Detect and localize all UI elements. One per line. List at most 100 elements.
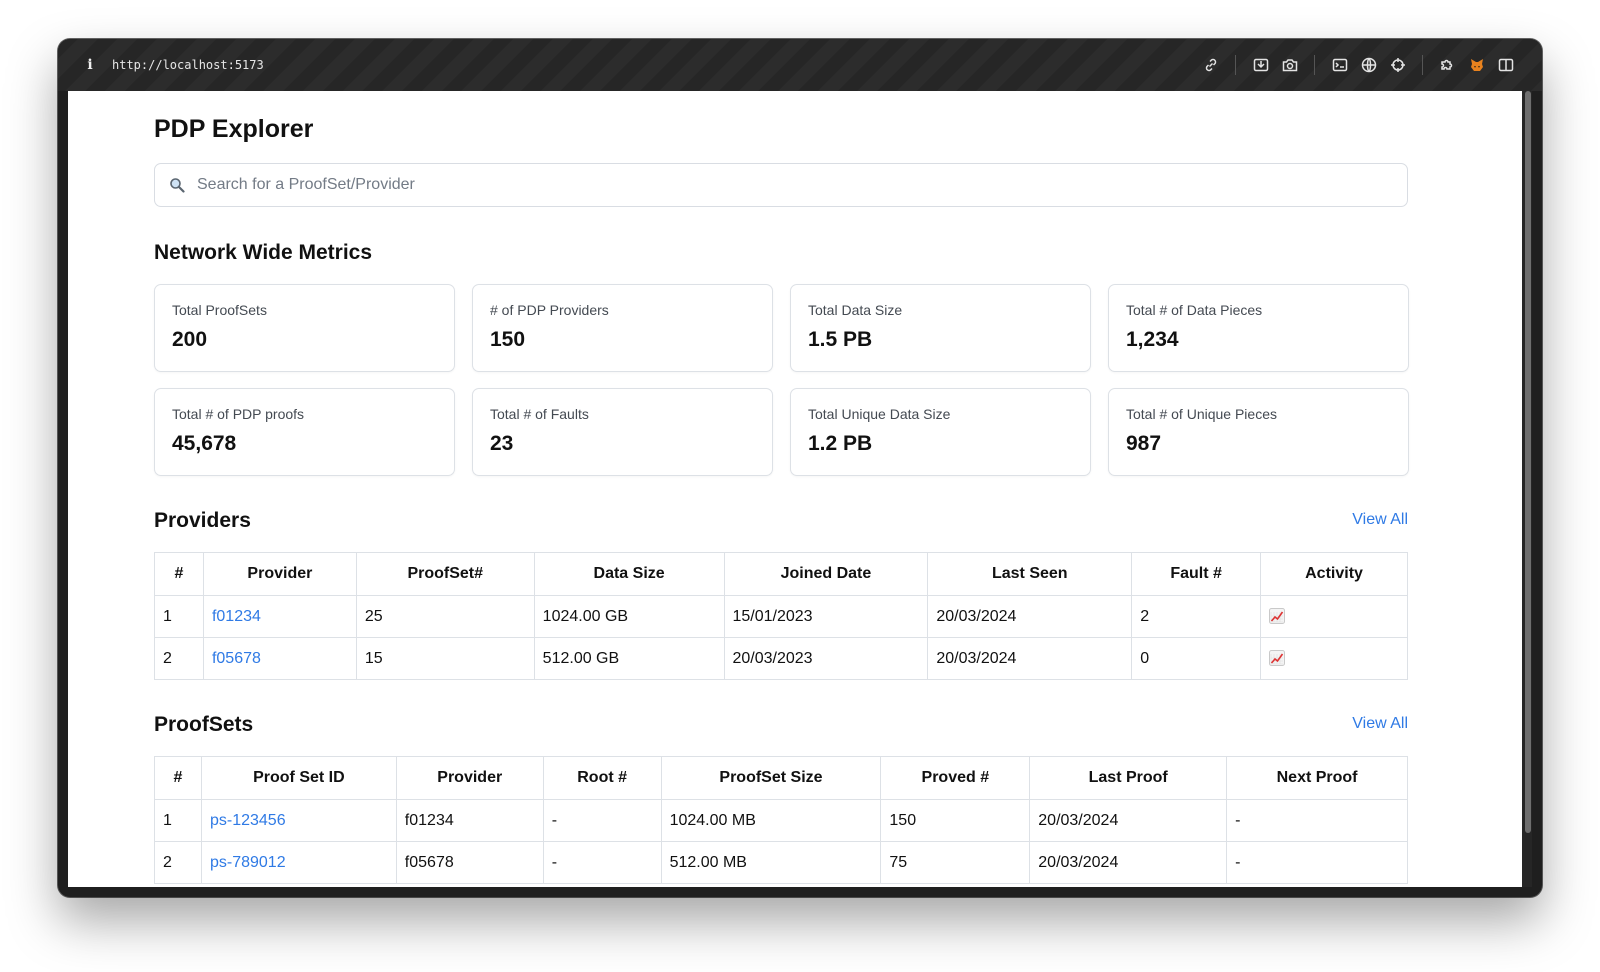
metric-card-pdp-proofs: Total # of PDP proofs 45,678 bbox=[154, 388, 455, 476]
next-proof: - bbox=[1226, 841, 1408, 884]
column-header: Data Size bbox=[533, 552, 725, 596]
providers-section-title: Providers bbox=[154, 509, 251, 532]
row-index: 1 bbox=[154, 799, 202, 842]
camera-icon[interactable] bbox=[1275, 39, 1304, 91]
column-header: ProofSet# bbox=[355, 552, 535, 596]
column-header: ProofSet Size bbox=[660, 756, 882, 800]
address-bar[interactable]: http://localhost:5173 bbox=[112, 58, 264, 72]
joined-date: 15/01/2023 bbox=[723, 595, 929, 638]
metric-card-unique-pieces: Total # of Unique Pieces 987 bbox=[1108, 388, 1409, 476]
metric-value: 987 bbox=[1126, 432, 1162, 455]
chart-increasing-icon[interactable] bbox=[1269, 650, 1286, 667]
data-size: 512.00 GB bbox=[533, 637, 725, 680]
column-header: # bbox=[154, 756, 202, 800]
fault-count: 2 bbox=[1131, 595, 1262, 638]
data-size: 1024.00 GB bbox=[533, 595, 725, 638]
search-box[interactable] bbox=[154, 163, 1408, 207]
chart-increasing-icon[interactable] bbox=[1269, 608, 1286, 625]
metric-value: 45,678 bbox=[172, 432, 237, 455]
column-header: Proved # bbox=[880, 756, 1031, 800]
crosshair-icon[interactable] bbox=[1383, 39, 1412, 91]
browser-window: i http://localhost:5173 bbox=[58, 39, 1542, 897]
scrollbar-thumb[interactable] bbox=[1525, 91, 1531, 833]
metric-label: Total # of Faults bbox=[490, 406, 589, 422]
column-header: # bbox=[154, 552, 204, 596]
metric-card-total-data-size: Total Data Size 1.5 PB bbox=[790, 284, 1091, 372]
joined-date: 20/03/2023 bbox=[723, 637, 929, 680]
column-header: Activity bbox=[1260, 552, 1408, 596]
metric-value: 1,234 bbox=[1126, 328, 1179, 351]
proofset-id-cell: ps-789012 bbox=[200, 841, 397, 884]
sidebar-toggle-icon[interactable] bbox=[1491, 39, 1520, 91]
last-proof: 20/03/2024 bbox=[1029, 799, 1228, 842]
proofset-id-cell: ps-123456 bbox=[200, 799, 397, 842]
column-header: Last Proof bbox=[1029, 756, 1228, 800]
terminal-icon[interactable] bbox=[1325, 39, 1354, 91]
table-header-row: # Proof Set ID Provider Root # ProofSet … bbox=[154, 756, 1408, 800]
metrics-grid: Total ProofSets 200 # of PDP Providers 1… bbox=[154, 284, 1409, 476]
fault-count: 0 bbox=[1131, 637, 1262, 680]
metric-value: 1.2 PB bbox=[808, 432, 873, 455]
info-icon[interactable]: i bbox=[87, 57, 93, 73]
metric-label: Total # of Unique Pieces bbox=[1126, 406, 1277, 422]
proved-count: 150 bbox=[880, 799, 1031, 842]
providers-table: # Provider ProofSet# Data Size Joined Da… bbox=[154, 552, 1408, 680]
proofset-size: 1024.00 MB bbox=[660, 799, 882, 842]
metric-label: Total Unique Data Size bbox=[808, 406, 951, 422]
provider-cell: f01234 bbox=[202, 595, 357, 638]
row-index: 2 bbox=[154, 637, 204, 680]
proofset-size: 512.00 MB bbox=[660, 841, 882, 884]
column-header: Fault # bbox=[1131, 552, 1262, 596]
provider-cell: f05678 bbox=[202, 637, 357, 680]
providers-view-all-link[interactable]: View All bbox=[1352, 511, 1408, 528]
column-header: Next Proof bbox=[1226, 756, 1408, 800]
page-viewport: PDP Explorer Network Wide Metrics Total … bbox=[68, 91, 1522, 887]
proofset-id-link[interactable]: ps-789012 bbox=[209, 853, 286, 871]
next-proof: - bbox=[1226, 799, 1408, 842]
row-index: 1 bbox=[154, 595, 204, 638]
toolbar-icons bbox=[1196, 39, 1520, 91]
column-header: Proof Set ID bbox=[200, 756, 397, 800]
browser-toolbar: i http://localhost:5173 bbox=[58, 39, 1542, 91]
proofset-id-link[interactable]: ps-123456 bbox=[209, 811, 286, 829]
table-row: 2 f05678 15 512.00 GB 20/03/2023 20/03/2… bbox=[154, 637, 1408, 680]
proofsets-section-title: ProofSets bbox=[154, 713, 254, 736]
link-icon[interactable] bbox=[1196, 39, 1225, 91]
last-proof: 20/03/2024 bbox=[1029, 841, 1228, 884]
extensions-icon[interactable] bbox=[1433, 39, 1462, 91]
provider-link[interactable]: f05678 bbox=[211, 649, 261, 667]
globe-icon[interactable] bbox=[1354, 39, 1383, 91]
metric-card-faults: Total # of Faults 23 bbox=[472, 388, 773, 476]
metric-label: # of PDP Providers bbox=[490, 302, 609, 318]
activity-cell bbox=[1260, 637, 1408, 680]
page-title: PDP Explorer bbox=[154, 115, 314, 143]
proofsets-table: # Proof Set ID Provider Root # ProofSet … bbox=[154, 756, 1408, 884]
column-header: Joined Date bbox=[723, 552, 929, 596]
metric-card-unique-data-size: Total Unique Data Size 1.2 PB bbox=[790, 388, 1091, 476]
table-header-row: # Provider ProofSet# Data Size Joined Da… bbox=[154, 552, 1408, 596]
column-header: Provider bbox=[202, 552, 357, 596]
root-count: - bbox=[542, 841, 662, 884]
metric-card-pdp-providers: # of PDP Providers 150 bbox=[472, 284, 773, 372]
proved-count: 75 bbox=[880, 841, 1031, 884]
metric-value: 200 bbox=[172, 328, 208, 351]
screenshot-area-icon[interactable] bbox=[1246, 39, 1275, 91]
table-row: 1 ps-123456 f01234 - 1024.00 MB 150 20/0… bbox=[154, 799, 1408, 842]
activity-cell bbox=[1260, 595, 1408, 638]
toolbar-divider bbox=[1314, 55, 1315, 75]
search-input[interactable] bbox=[197, 176, 1377, 194]
fox-wallet-icon[interactable] bbox=[1462, 39, 1491, 91]
table-row: 2 ps-789012 f05678 - 512.00 MB 75 20/03/… bbox=[154, 841, 1408, 884]
toolbar-divider bbox=[1422, 55, 1423, 75]
proofsets-view-all-link[interactable]: View All bbox=[1352, 715, 1408, 732]
metric-label: Total # of PDP proofs bbox=[172, 406, 305, 422]
metric-label: Total # of Data Pieces bbox=[1126, 302, 1263, 318]
metric-card-total-proofsets: Total ProofSets 200 bbox=[154, 284, 455, 372]
toolbar-divider bbox=[1235, 55, 1236, 75]
root-count: - bbox=[542, 799, 662, 842]
last-seen: 20/03/2024 bbox=[927, 595, 1133, 638]
provider-link[interactable]: f01234 bbox=[211, 607, 261, 625]
column-header: Provider bbox=[395, 756, 544, 800]
proofset-count: 15 bbox=[355, 637, 535, 680]
metric-value: 1.5 PB bbox=[808, 328, 873, 351]
